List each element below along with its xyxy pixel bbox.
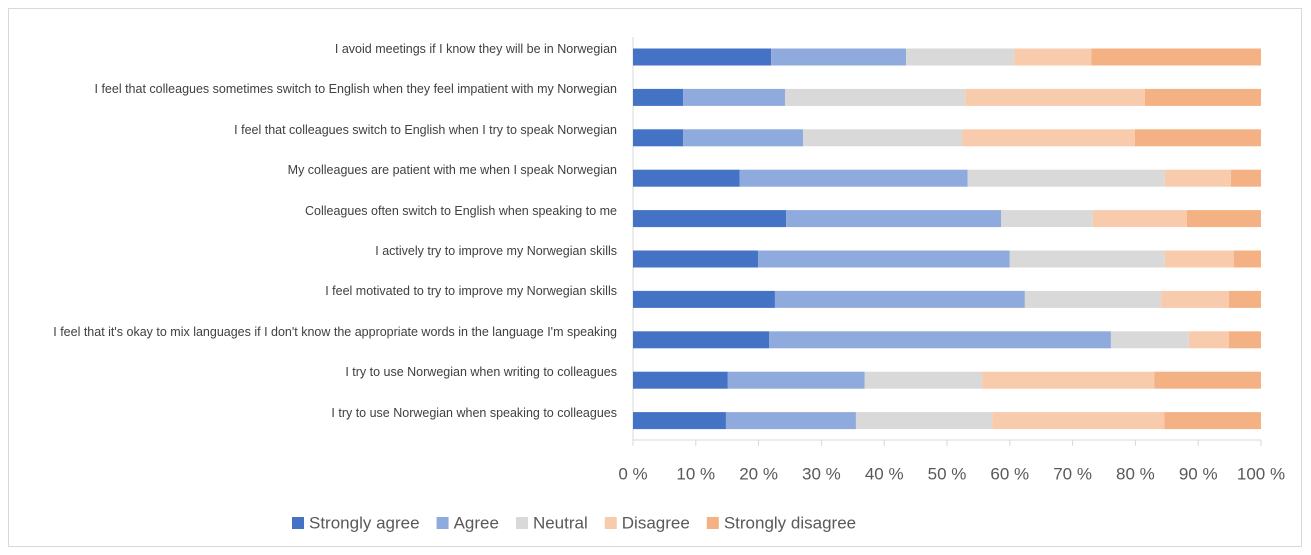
category-label: I try to use Norwegian when writing to c… — [0, 364, 617, 380]
bar-segment — [769, 331, 1111, 349]
bar-segment — [633, 250, 758, 268]
bar-segment — [633, 88, 684, 106]
bar-segment — [784, 88, 966, 106]
bar-segment — [1001, 210, 1093, 228]
category-text: I feel that colleagues sometimes switch … — [94, 82, 617, 97]
bar-segment — [965, 88, 1145, 106]
bar-segment — [739, 169, 968, 187]
bar-segment — [982, 371, 1155, 389]
legend-label: Strongly agree — [309, 513, 420, 532]
legend-label: Disagree — [622, 513, 690, 532]
bar-segment — [757, 250, 1010, 268]
x-tick-label: 60 % — [990, 464, 1029, 483]
category-label: I feel that colleagues switch to English… — [0, 122, 617, 138]
bar-segment — [1164, 169, 1231, 187]
bar-segment — [855, 412, 993, 430]
x-tick-label: 0 % — [618, 464, 647, 483]
x-tick-label: 50 % — [928, 464, 967, 483]
bar-segment — [992, 412, 1165, 430]
chart-border — [8, 8, 1302, 547]
bar-segment — [1024, 290, 1162, 308]
bar-segment — [967, 169, 1165, 187]
bar-segment — [1161, 290, 1229, 308]
x-tick-label: 90 % — [1179, 464, 1218, 483]
x-tick-label: 20 % — [739, 464, 778, 483]
bar-segment — [633, 371, 728, 389]
category-text: Colleagues often switch to English when … — [305, 203, 617, 218]
bar-segment — [1188, 331, 1229, 349]
bar-segment — [1134, 129, 1261, 147]
bar-segment — [1110, 331, 1189, 349]
x-tick-label: 100 % — [1237, 464, 1285, 483]
category-text: I feel that it's okay to mix languages i… — [53, 324, 617, 339]
bar-segment — [633, 129, 684, 147]
legend-swatch — [436, 517, 449, 529]
category-text: I actively try to improve my Norwegian s… — [375, 244, 617, 258]
x-tick-label: 30 % — [802, 464, 841, 483]
bar-segment — [962, 129, 1135, 147]
bar-segment — [1230, 169, 1261, 187]
bar-segment — [633, 210, 787, 228]
category-label: I feel that it's okay to mix languages i… — [0, 324, 617, 340]
legend-swatch — [604, 517, 617, 529]
category-label: I actively try to improve my Norwegian s… — [0, 243, 617, 259]
bar-segment — [683, 129, 804, 147]
category-label: I feel that colleagues sometimes switch … — [0, 81, 617, 97]
bar-segment — [725, 412, 856, 430]
bar-segment — [1233, 250, 1261, 268]
bar-segment — [633, 48, 772, 66]
bar-segment — [1164, 250, 1234, 268]
category-text: I try to use Norwegian when speaking to … — [331, 405, 617, 420]
category-text: I try to use Norwegian when writing to c… — [345, 365, 617, 380]
category-text: My colleagues are patient with me when I… — [287, 163, 617, 178]
bar-segment — [1154, 371, 1261, 389]
x-tick-label: 70 % — [1053, 464, 1092, 483]
bar-segment — [1164, 412, 1261, 430]
x-tick-label: 80 % — [1116, 464, 1155, 483]
bar-segment — [1144, 88, 1261, 106]
bar-segment — [633, 412, 726, 430]
category-label: My colleagues are patient with me when I… — [0, 162, 617, 178]
bar-segment — [1091, 48, 1261, 66]
bar-segment — [633, 169, 740, 187]
bar-segment — [774, 290, 1025, 308]
bar-segment — [1014, 48, 1092, 66]
category-label: Colleagues often switch to English when … — [0, 203, 617, 219]
bar-segment — [771, 48, 907, 66]
bar-segment — [1009, 250, 1165, 268]
legend-label: Neutral — [533, 513, 588, 532]
category-text: I feel motivated to try to improve my No… — [325, 284, 617, 299]
x-tick-label: 10 % — [676, 464, 715, 483]
bar-segment — [864, 371, 983, 389]
legend-label: Agree — [454, 513, 499, 532]
legend-swatch — [515, 517, 528, 529]
legend-swatch — [706, 517, 719, 529]
bar-segment — [1228, 331, 1261, 349]
bar-segment — [1186, 210, 1261, 228]
category-text: I feel that colleagues switch to English… — [234, 122, 617, 137]
x-tick-label: 40 % — [865, 464, 904, 483]
legend-swatch — [292, 517, 304, 529]
bar-segment — [633, 331, 770, 349]
category-text: I avoid meetings if I know they will be … — [334, 42, 617, 56]
category-label: I try to use Norwegian when speaking to … — [0, 405, 617, 421]
category-label: I feel motivated to try to improve my No… — [0, 283, 617, 299]
category-label: I avoid meetings if I know they will be … — [0, 41, 617, 57]
legend-label: Strongly disagree — [724, 513, 856, 532]
bar-segment — [906, 48, 1015, 66]
bar-segment — [727, 371, 865, 389]
bar-segment — [1092, 210, 1187, 228]
bar-segment — [803, 129, 963, 147]
bar-segment — [633, 290, 775, 308]
bar-segment — [683, 88, 785, 106]
bar-segment — [786, 210, 1002, 228]
bar-segment — [1228, 290, 1261, 308]
